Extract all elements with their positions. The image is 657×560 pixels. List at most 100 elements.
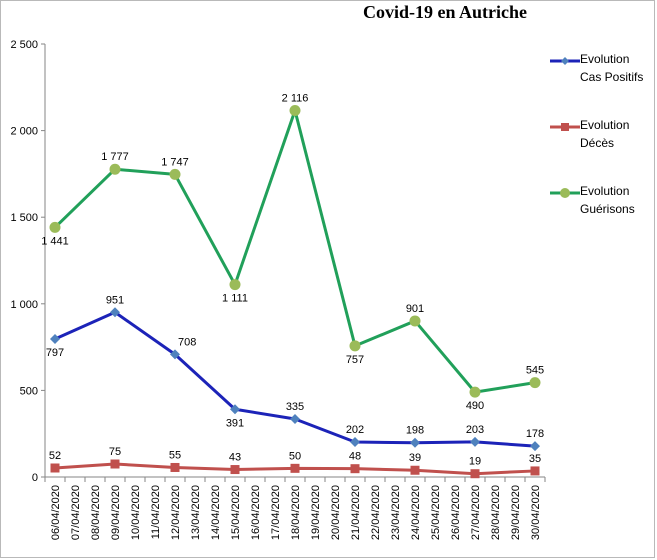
data-point	[410, 465, 420, 475]
legend-label-line1: Evolution	[580, 118, 630, 132]
data-label: 203	[466, 424, 484, 436]
data-point	[110, 459, 120, 469]
x-tick-label: 11/04/2020	[150, 485, 162, 539]
data-label: 951	[106, 294, 124, 306]
data-point	[529, 377, 541, 389]
x-tick-label: 16/04/2020	[250, 485, 262, 540]
x-tick-label: 09/04/2020	[110, 485, 122, 540]
y-tick-label: 2 000	[10, 126, 38, 138]
series-1	[50, 459, 540, 479]
data-label: 75	[109, 446, 121, 458]
data-label: 545	[526, 365, 544, 377]
series-2	[49, 105, 541, 398]
data-label: 55	[169, 449, 181, 461]
axes: 0 500 1 000 1 500 2 000 2 500 06/04/2020 07/04/…	[10, 39, 546, 540]
data-label: 43	[229, 452, 241, 464]
data-point	[170, 349, 180, 360]
x-tick-label: 21/04/2020	[350, 485, 362, 540]
chart-title: Covid-19 en Autriche	[363, 2, 527, 22]
legend-swatch-deces	[550, 123, 580, 131]
data-point	[290, 413, 300, 424]
y-tick-label: 1 500	[10, 212, 38, 224]
legend-label-line2: Décès	[580, 136, 615, 150]
x-tick-label: 30/04/2020	[530, 485, 542, 540]
legend-item-guerisons: Evolution Guérisons	[550, 182, 655, 222]
legend-swatch-guerisons	[550, 188, 580, 198]
data-label: 1 777	[101, 151, 129, 163]
legend-label-line2: Guérisons	[580, 202, 635, 216]
data-point	[290, 463, 300, 473]
y-tick-label: 500	[20, 385, 38, 397]
data-point	[109, 163, 121, 175]
x-tick-label: 28/04/2020	[490, 485, 502, 540]
data-point	[170, 462, 180, 472]
data-label: 202	[346, 424, 364, 436]
x-tick-label: 26/04/2020	[450, 485, 462, 540]
data-point	[110, 307, 120, 318]
data-label: 19	[469, 456, 481, 468]
data-label: 757	[346, 354, 364, 366]
x-tick-label: 08/04/2020	[90, 485, 102, 540]
data-point	[349, 340, 361, 352]
data-point	[530, 466, 540, 476]
data-label: 901	[406, 303, 424, 315]
data-label: 50	[289, 450, 301, 462]
legend-label-line2: Cas Positifs	[580, 70, 644, 84]
data-point	[470, 436, 480, 447]
data-point	[169, 168, 181, 180]
data-point	[470, 469, 480, 479]
data-point	[469, 386, 481, 398]
data-label: 708	[178, 336, 196, 348]
data-labels: 797 951 708 391 335 202 198 203 178 52 75 55 43 50 48 3…	[41, 93, 544, 468]
x-tick-label: 17/04/2020	[270, 485, 282, 540]
data-label: 39	[409, 452, 421, 464]
data-label: 335	[286, 401, 304, 413]
legend-label-line1: Evolution	[580, 184, 630, 198]
data-point	[530, 441, 540, 452]
data-label: 178	[526, 428, 544, 440]
legend-item-deces: Evolution Décès	[550, 116, 655, 156]
data-point	[230, 465, 240, 475]
data-label: 1 111	[222, 293, 248, 305]
series-layer	[49, 105, 541, 479]
legend-label-line1: Evolution	[580, 52, 630, 66]
data-label: 1 747	[161, 156, 189, 168]
x-tick-label: 10/04/2020	[130, 485, 142, 540]
legend-swatch-cas-positifs	[550, 57, 580, 65]
x-tick-label: 20/04/2020	[330, 485, 342, 540]
y-tick-label: 2 500	[10, 39, 38, 51]
x-tick-label: 12/04/2020	[170, 485, 182, 540]
x-tick-label: 15/04/2020	[230, 485, 242, 540]
data-label: 1 441	[41, 235, 69, 247]
data-point	[230, 404, 240, 415]
legend-item-cas-positifs: Evolution Cas Positifs	[550, 50, 655, 90]
data-label: 2 116	[282, 93, 309, 105]
x-tick-label: 18/04/2020	[290, 485, 302, 540]
data-point	[410, 437, 420, 448]
y-tick-label: 1 000	[10, 299, 38, 311]
data-point	[289, 105, 301, 117]
data-label: 48	[349, 451, 361, 463]
data-point	[350, 464, 360, 474]
data-label: 35	[529, 453, 541, 465]
data-label: 797	[46, 347, 64, 359]
data-label: 490	[466, 400, 484, 412]
x-tick-label: 07/04/2020	[70, 485, 82, 540]
data-point	[50, 463, 60, 473]
x-tick-label: 14/04/2020	[210, 485, 222, 540]
data-point	[229, 279, 241, 291]
x-tick-label: 29/04/2020	[510, 485, 522, 540]
x-tick-label: 13/04/2020	[190, 485, 202, 540]
data-point	[350, 437, 360, 448]
x-tick-label: 06/04/2020	[50, 485, 62, 540]
data-point	[409, 315, 421, 327]
x-tick-label: 19/04/2020	[310, 485, 322, 540]
data-label: 391	[226, 417, 244, 429]
y-tick-label: 0	[32, 472, 38, 484]
x-tick-label: 22/04/2020	[370, 485, 382, 540]
x-tick-label: 24/04/2020	[410, 485, 422, 540]
data-point	[49, 221, 61, 233]
data-label: 52	[49, 450, 61, 462]
